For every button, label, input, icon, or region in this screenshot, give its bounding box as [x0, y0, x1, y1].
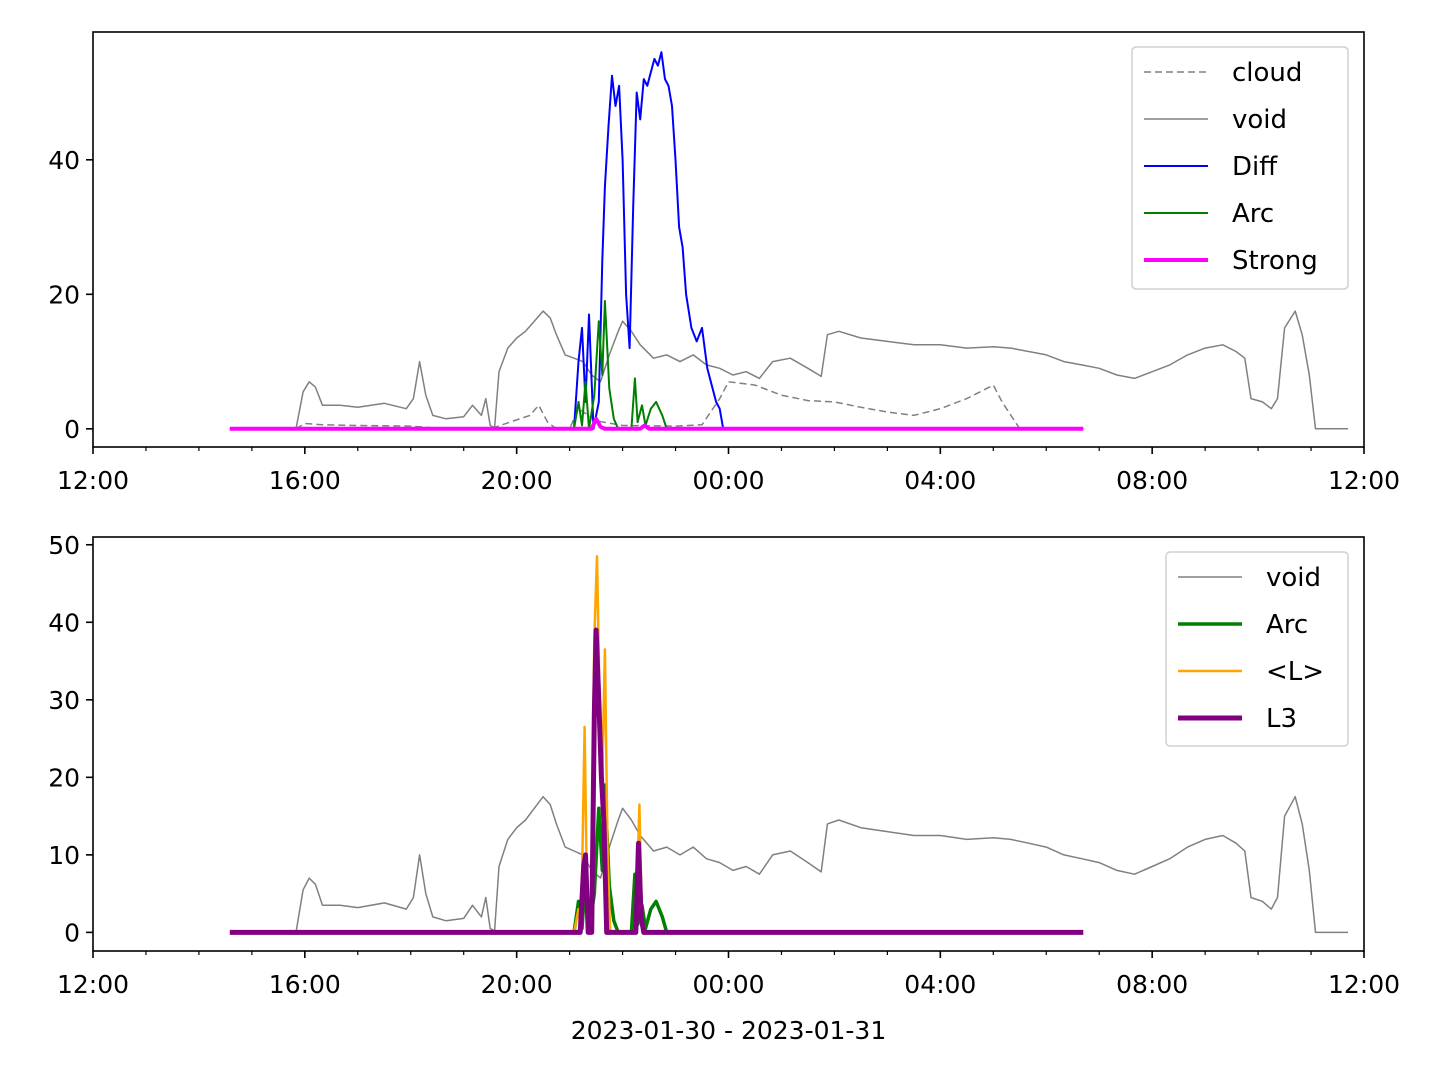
x-tick-label: 00:00 — [692, 466, 764, 495]
series-line-void — [229, 310, 1349, 430]
x-tick-label: 16:00 — [269, 466, 341, 495]
legend-label: void — [1232, 105, 1287, 135]
subplot-2: 0 10 20 30 40 50 12:00 16:00 20:00 00:00 04:00 08:0… — [48, 531, 1400, 1045]
x-tick-label: 12:00 — [1328, 466, 1400, 495]
x-tick-label: 04:00 — [904, 466, 976, 495]
x-tick-label: 20:00 — [481, 970, 553, 999]
x-tick-label: 12:00 — [57, 970, 129, 999]
y-tick-label: 0 — [64, 918, 80, 947]
series-line-cloud — [229, 381, 1084, 430]
legend-label: L3 — [1266, 704, 1297, 734]
y-tick-label: 0 — [64, 415, 80, 444]
legend-label: <L> — [1266, 657, 1324, 687]
y-tick-label: 30 — [48, 686, 80, 715]
legend-box — [1165, 551, 1349, 747]
y-tick-label: 20 — [48, 280, 80, 309]
legend-label: Strong — [1232, 246, 1318, 276]
legend-label: cloud — [1232, 58, 1302, 88]
y-tick-label: 40 — [48, 146, 80, 175]
series-lines — [229, 51, 1349, 431]
legend: cloud void Diff Arc Strong — [1131, 46, 1349, 290]
y-tick-label: 20 — [48, 763, 80, 792]
x-tick-label: 12:00 — [57, 466, 129, 495]
series-line-arc — [573, 300, 672, 430]
x-tick-label: 00:00 — [692, 970, 764, 999]
series-line-diff — [573, 51, 729, 430]
x-tick-label: 04:00 — [904, 970, 976, 999]
legend-label: Diff — [1232, 152, 1278, 182]
x-tick-label: 16:00 — [269, 970, 341, 999]
y-tick-label: 40 — [48, 608, 80, 637]
y-tick-label: 10 — [48, 841, 80, 870]
x-tick-label: 12:00 — [1328, 970, 1400, 999]
series-line-l3 — [229, 627, 1084, 935]
series-line-strong — [229, 416, 1084, 431]
legend-label: Arc — [1266, 610, 1308, 640]
x-tick-label: 08:00 — [1116, 466, 1188, 495]
x-axis-label: 2023-01-30 - 2023-01-31 — [571, 1016, 887, 1045]
series-lines — [229, 555, 1349, 935]
subplot-1: 0 20 40 12:00 16:00 20:00 00:00 04:00 08:00 12:00… — [48, 31, 1400, 495]
legend-label: Arc — [1232, 199, 1274, 229]
series-line-void — [229, 795, 1349, 934]
x-tick-label: 20:00 — [481, 466, 553, 495]
x-tick-label: 08:00 — [1116, 970, 1188, 999]
legend-box — [1131, 46, 1349, 290]
y-tick-label: 50 — [48, 531, 80, 560]
legend-label: void — [1266, 563, 1321, 593]
legend: void Arc <L> L3 — [1165, 551, 1349, 747]
